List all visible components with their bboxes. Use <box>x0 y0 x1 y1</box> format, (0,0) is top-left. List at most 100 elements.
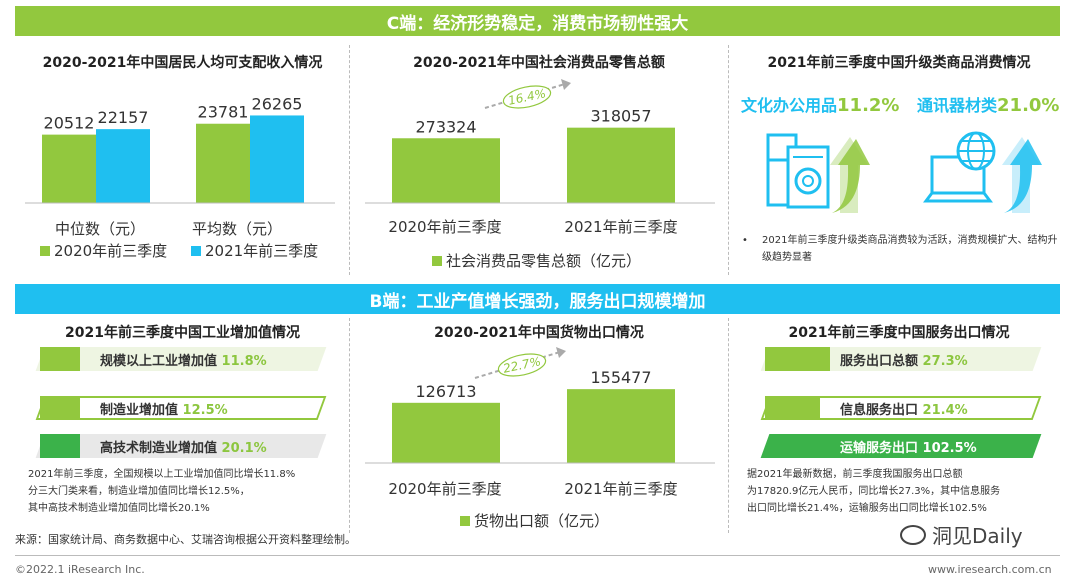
row-value: 20.1% <box>221 441 267 456</box>
data-label: 126713 <box>415 382 476 401</box>
data-label: 318057 <box>590 107 651 126</box>
upgrade-item-label: 文化办公用品 <box>741 96 838 115</box>
bar <box>392 138 500 203</box>
bar <box>42 134 96 203</box>
bar <box>196 123 250 203</box>
footer-url: www.iresearch.com.cn <box>928 563 1052 576</box>
row-value: 11.8% <box>221 354 267 369</box>
note-line: 2021年前三季度，全国规模以上工业增加值同比增长11.8% <box>28 469 296 480</box>
row-tab <box>765 396 820 420</box>
row-value: 27.3% <box>922 354 968 369</box>
watermark: 洞见Daily <box>900 520 1023 549</box>
exports-chart: 126713 155477 22.7% <box>365 347 715 464</box>
income-xlabel: 平均数（元） <box>191 220 282 238</box>
data-label: 22157 <box>98 108 149 127</box>
footer-line <box>15 555 1060 556</box>
row-label-text: 制造业增加值 <box>100 403 179 418</box>
income-legend-2021: 2021年前三季度 <box>191 240 318 261</box>
data-label: 23781 <box>198 103 249 122</box>
retail-xlabel: 2021年前三季度 <box>564 218 678 236</box>
row-label: 运输服务出口 102.5% <box>840 437 977 456</box>
source-note: 来源：国家统计局、商务数据中心、艾瑞咨询根据公开资料整理绘制。 <box>15 533 356 546</box>
upgrade-title: 2021年前三季度中国升级类商品消费情况 <box>767 55 1031 71</box>
note-line: 分三大门类来看，制造业增加值同比增长12.5%， <box>28 486 250 497</box>
row-label-text: 运输服务出口 <box>840 441 919 456</box>
legend-swatch <box>432 255 442 266</box>
row-tab <box>40 396 80 420</box>
watermark-text: 洞见Daily <box>932 524 1023 548</box>
note-line: 出口同比增长21.4%，运输服务出口同比增长102.5% <box>747 503 987 514</box>
legend-label: 2021年前三季度 <box>205 242 319 260</box>
upgrade-item-1: 文化办公用品11.2% <box>741 92 899 116</box>
retail-legend: 社会消费品零售总额（亿元） <box>432 250 641 271</box>
note-line: 据2021年最新数据，前三季度我国服务出口总额 <box>747 469 963 480</box>
row-label-text: 规模以上工业增加值 <box>100 354 218 369</box>
row-label: 信息服务出口 21.4% <box>840 399 968 418</box>
appliance-icon <box>766 133 870 213</box>
services-note: 据2021年最新数据，前三季度我国服务出口总额 为17820.9亿元人民币，同比… <box>747 466 1067 517</box>
data-label: 155477 <box>590 368 651 387</box>
upgrade-note-text: 2021年前三季度升级类商品消费较为活跃，消费规模扩大、结构升级趋势显著 <box>762 235 1058 263</box>
income-chart: 20512 22157 23781 26265 <box>25 94 335 204</box>
note-line: 其中高技术制造业增加值同比增长20.1% <box>28 503 210 514</box>
industry-row: 规模以上工业增加值 11.8% <box>35 347 327 371</box>
retail-chart: 273324 318057 16.4% <box>365 79 715 204</box>
income-chart-title: 2020-2021年中国居民人均可支配收入情况 <box>42 55 323 71</box>
bar <box>250 115 304 203</box>
row-label: 制造业增加值 12.5% <box>100 399 228 418</box>
legend-swatch <box>191 245 201 256</box>
industry-title: 2021年前三季度中国工业增加值情况 <box>65 325 300 341</box>
copyright: ©2022.1 iResearch Inc. <box>15 563 145 576</box>
industry-note: 2021年前三季度，全国规模以上工业增加值同比增长11.8% 分三大门类来看，制… <box>28 466 348 517</box>
divider <box>349 318 350 533</box>
services-row: 运输服务出口 102.5% <box>760 434 1042 458</box>
retail-xlabel: 2020年前三季度 <box>388 218 502 236</box>
bar <box>567 127 675 203</box>
exports-legend: 货物出口额（亿元） <box>460 510 609 531</box>
wechat-icon <box>900 524 926 545</box>
bar <box>567 389 675 463</box>
growth-arrow: 16.4% <box>484 79 571 109</box>
row-tab <box>765 347 830 371</box>
legend-swatch <box>460 515 470 526</box>
exports-chart-title: 2020-2021年中国货物出口情况 <box>434 325 644 341</box>
upgrade-item-value: 21.0% <box>997 95 1060 116</box>
industry-row: 高技术制造业增加值 20.1% <box>35 434 327 458</box>
divider <box>728 45 729 275</box>
income-xlabel: 中位数（元） <box>54 220 145 238</box>
b-side-banner: B端：工业产值增长强劲，服务出口规模增加 <box>15 284 1060 314</box>
bar <box>392 402 500 463</box>
retail-chart-title: 2020-2021年中国社会消费品零售总额 <box>413 55 665 71</box>
note-line: 为17820.9亿元人民币，同比增长27.3%，其中信息服务 <box>747 486 1001 497</box>
row-tab <box>40 434 80 458</box>
exports-xlabel: 2020年前三季度 <box>388 480 502 498</box>
income-legend-2020: 2020年前三季度 <box>40 240 167 261</box>
row-label-text: 服务出口总额 <box>840 354 919 369</box>
growth-arrow: 22.7% <box>474 347 566 379</box>
data-label: 20512 <box>44 114 95 133</box>
row-value: 12.5% <box>182 403 228 418</box>
legend-swatch <box>40 245 50 256</box>
exports-xlabel: 2021年前三季度 <box>564 480 678 498</box>
divider <box>728 318 729 533</box>
row-label-text: 高技术制造业增加值 <box>100 441 218 456</box>
row-value: 21.4% <box>922 403 968 418</box>
upgrade-item-value: 11.2% <box>837 95 900 116</box>
bar <box>96 129 150 203</box>
row-label-text: 信息服务出口 <box>840 403 919 418</box>
industry-row: 制造业增加值 12.5% <box>35 396 327 420</box>
data-label: 26265 <box>252 94 303 113</box>
data-label: 273324 <box>415 117 476 136</box>
row-label: 高技术制造业增加值 20.1% <box>100 437 267 456</box>
row-value: 102.5% <box>922 441 977 456</box>
divider <box>349 45 350 275</box>
legend-label: 货物出口额（亿元） <box>474 512 610 530</box>
upgrade-item-label: 通讯器材类 <box>917 96 998 115</box>
c-side-banner: C端：经济形势稳定，消费市场韧性强大 <box>15 6 1060 36</box>
upgrade-item-2: 通讯器材类21.0% <box>917 92 1059 116</box>
row-label: 规模以上工业增加值 11.8% <box>100 350 267 369</box>
row-label: 服务出口总额 27.3% <box>840 350 968 369</box>
computer-globe-icon <box>923 131 1042 213</box>
legend-label: 2020年前三季度 <box>54 242 168 260</box>
upgrade-note: • 2021年前三季度升级类商品消费较为活跃，消费规模扩大、结构升级趋势显著 <box>742 232 1062 266</box>
